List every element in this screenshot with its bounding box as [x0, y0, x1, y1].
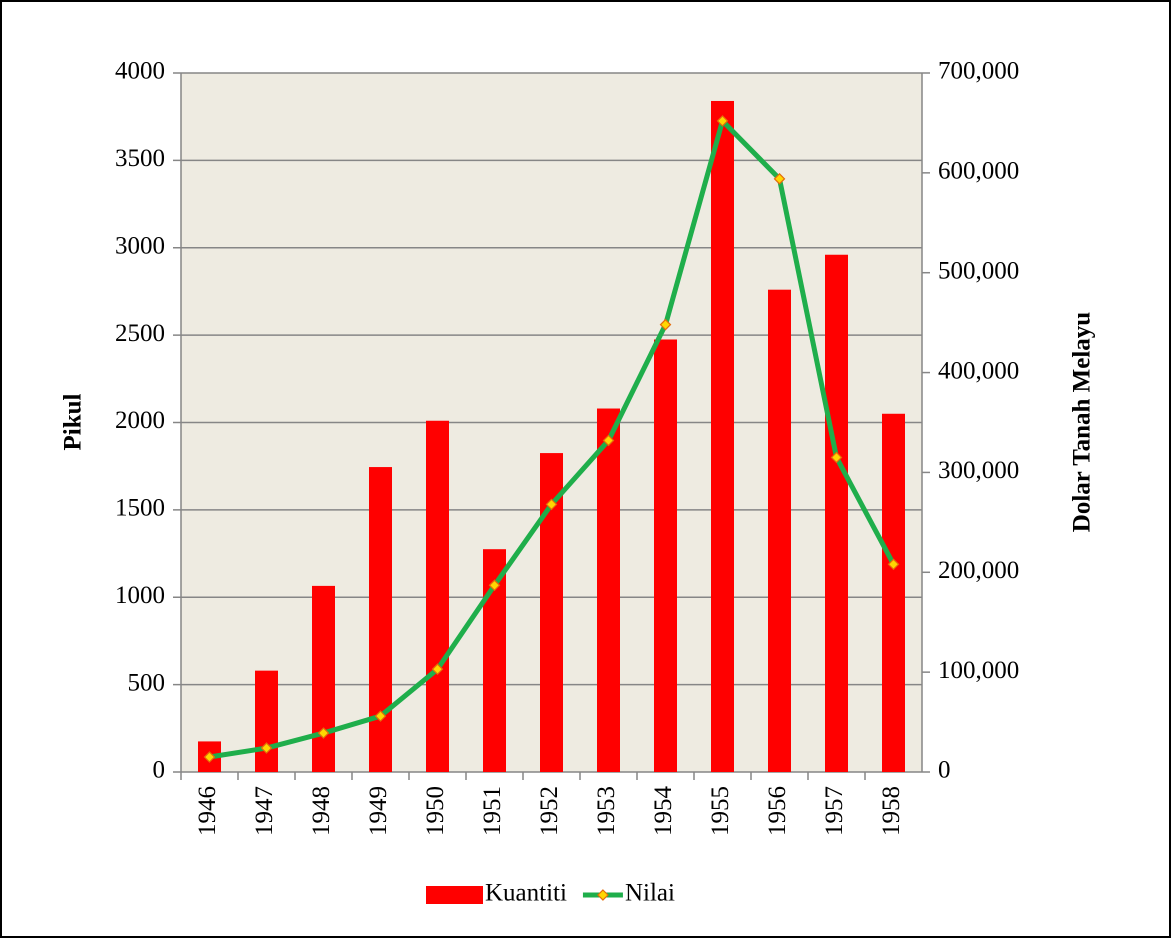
- bar: [483, 549, 506, 772]
- marker: [431, 663, 444, 675]
- y-tick-label: 1500: [115, 495, 165, 522]
- legend-swatch: [426, 886, 483, 904]
- marker: [260, 742, 273, 754]
- x-tick-label: 1953: [593, 786, 620, 836]
- y-tick-label: 2000: [115, 407, 165, 434]
- y-tick-label: 2500: [115, 320, 165, 347]
- x-tick-label: 1949: [365, 786, 392, 836]
- y2-tick-label: 400,000: [938, 357, 1019, 384]
- bar: [825, 254, 848, 773]
- x-tick-label: 1952: [536, 786, 563, 836]
- marker: [317, 727, 330, 739]
- marker: [887, 558, 900, 571]
- y2-tick-label: 0: [938, 757, 951, 784]
- marker: [830, 451, 843, 464]
- y2-tick-label: 200,000: [938, 557, 1019, 584]
- x-tick-label: 1947: [251, 786, 278, 836]
- marker: [716, 115, 729, 127]
- marker: [374, 710, 387, 722]
- bar: [540, 453, 563, 772]
- y2-axis-label: Dolar Tanah Melayu: [1069, 312, 1096, 533]
- marker: [203, 751, 216, 763]
- marker: [602, 434, 615, 447]
- y-tick-label: 0: [153, 757, 166, 784]
- legend-marker: [597, 889, 609, 901]
- x-tick-label: 1957: [821, 786, 848, 836]
- y-tick-label: 500: [128, 669, 166, 696]
- x-tick-label: 1956: [764, 786, 791, 836]
- marker: [545, 498, 558, 511]
- y2-tick-label: 300,000: [938, 457, 1019, 484]
- x-tick-label: 1948: [308, 786, 335, 836]
- y-tick-label: 3000: [115, 232, 165, 259]
- x-tick-label: 1958: [878, 786, 905, 836]
- y2-tick-label: 600,000: [938, 158, 1019, 185]
- y-tick-label: 3500: [115, 145, 165, 172]
- marker: [773, 173, 786, 185]
- y-axis-label: Pikul: [60, 393, 87, 450]
- bar: [882, 413, 905, 772]
- x-tick-label: 1955: [707, 786, 734, 836]
- bar: [255, 670, 278, 772]
- bar: [312, 585, 335, 772]
- bar: [369, 467, 392, 772]
- bar: [426, 420, 449, 772]
- bar: [597, 408, 620, 772]
- x-tick-label: 1950: [422, 786, 449, 836]
- marker: [659, 318, 672, 331]
- bar: [654, 339, 677, 772]
- y-tick-label: 1000: [115, 582, 165, 609]
- marker: [488, 579, 501, 592]
- x-tick-label: 1946: [194, 786, 221, 836]
- y2-tick-label: 500,000: [938, 257, 1019, 284]
- bar: [711, 100, 734, 772]
- y-tick-label: 4000: [115, 58, 165, 85]
- legend-label: Kuantiti: [485, 880, 567, 907]
- legend-label: Nilai: [625, 880, 675, 907]
- y2-tick-label: 700,000: [938, 58, 1019, 85]
- bar: [768, 289, 791, 772]
- y2-tick-label: 100,000: [938, 657, 1019, 684]
- x-tick-label: 1951: [479, 786, 506, 836]
- x-tick-label: 1954: [650, 786, 677, 837]
